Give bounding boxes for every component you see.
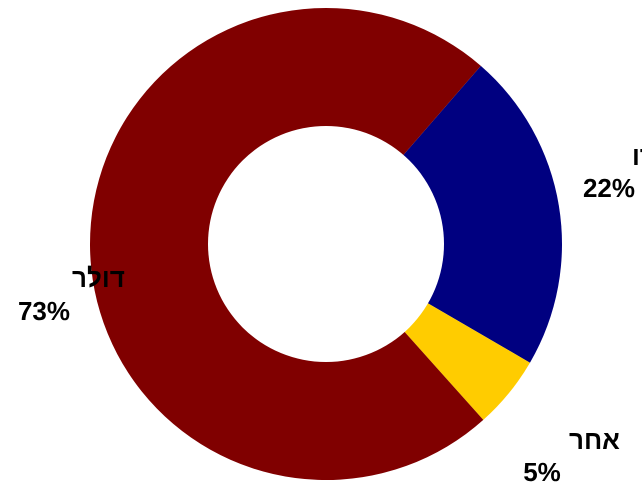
slice-value-other: 5% <box>523 457 561 487</box>
slice-value-euro: 22% <box>583 173 635 203</box>
slice-euro <box>326 65 562 363</box>
donut-hole <box>208 126 444 362</box>
slice-value-dollar: 73% <box>18 296 70 326</box>
slice-label-euro: אירו <box>632 141 642 171</box>
slice-label-dollar: דולר <box>72 263 125 293</box>
slice-label-other: אחר <box>569 425 620 455</box>
